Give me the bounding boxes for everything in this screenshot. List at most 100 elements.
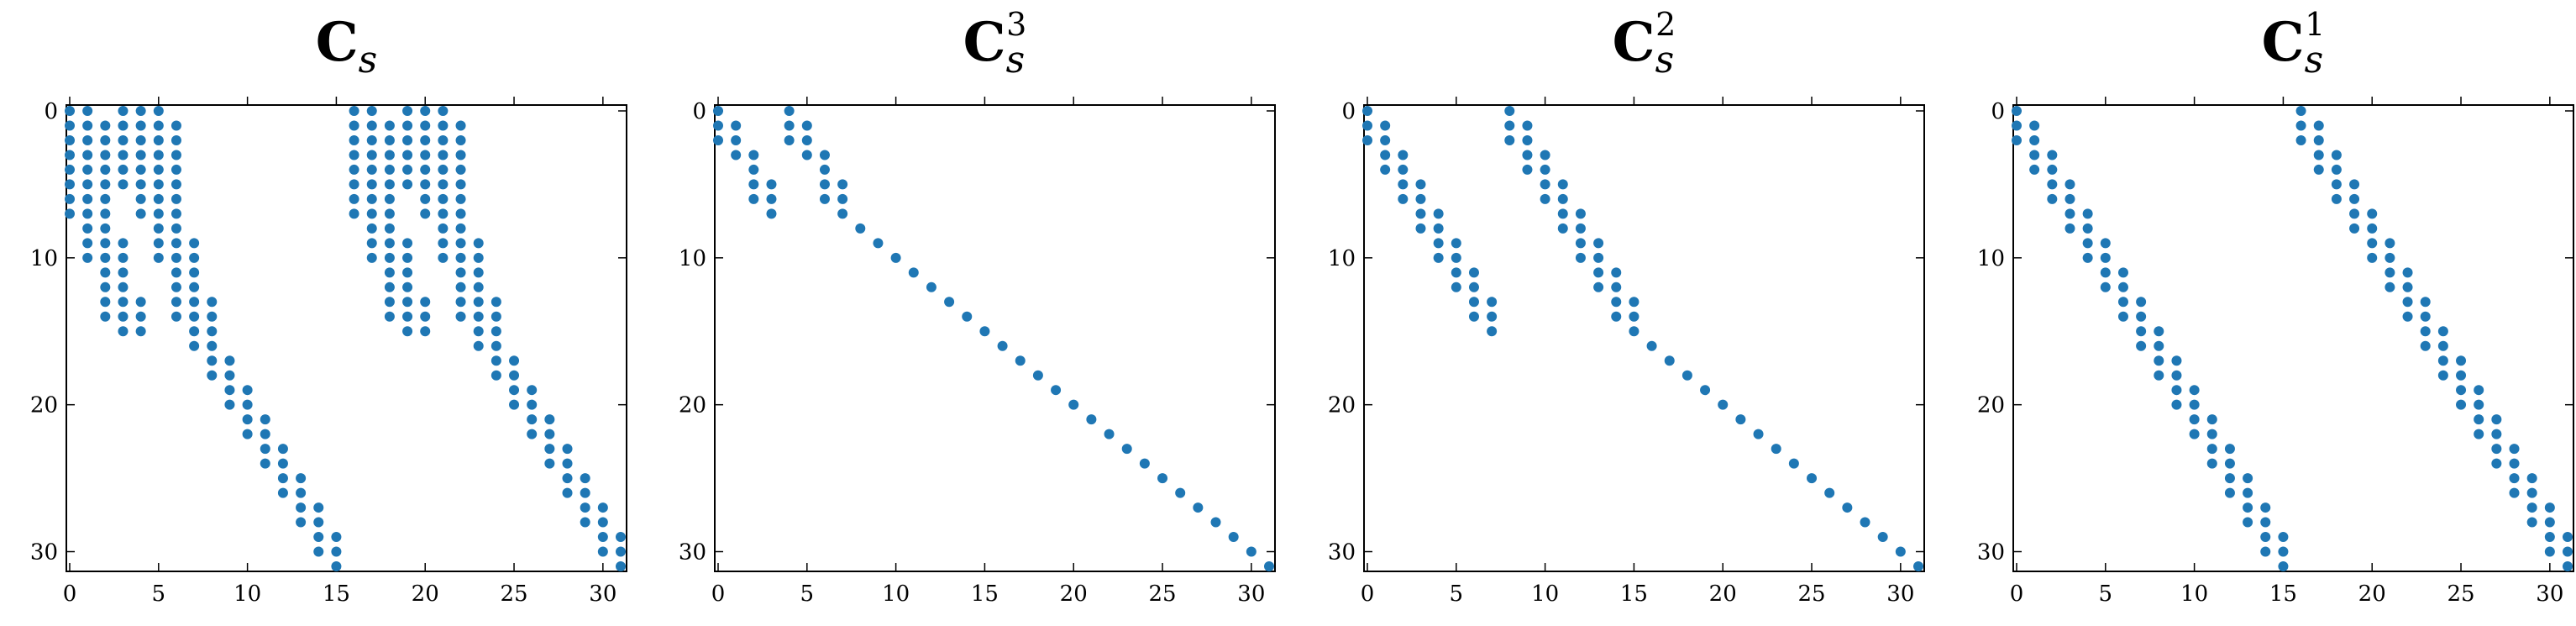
data-point xyxy=(1451,281,1461,292)
x-tick-label: 10 xyxy=(2180,581,2208,607)
data-point xyxy=(1681,370,1692,381)
data-point xyxy=(82,238,93,249)
data-point xyxy=(1380,150,1391,160)
data-point xyxy=(1104,429,1115,439)
data-point xyxy=(2526,487,2537,498)
data-point xyxy=(2349,193,2360,204)
x-tick-label: 0 xyxy=(1361,581,1375,607)
data-point xyxy=(171,252,181,263)
data-point xyxy=(2154,355,2164,366)
data-point xyxy=(1228,532,1239,543)
data-point xyxy=(82,179,93,190)
data-point xyxy=(420,134,431,145)
data-point xyxy=(2224,473,2235,484)
x-tick-label: 0 xyxy=(2010,581,2024,607)
data-point xyxy=(2349,179,2360,190)
data-point xyxy=(100,179,111,190)
data-point xyxy=(2012,120,2022,131)
x-tick-label: 15 xyxy=(2269,581,2297,607)
data-point xyxy=(2047,150,2058,160)
data-point xyxy=(189,326,200,337)
data-point xyxy=(135,311,146,322)
data-point xyxy=(100,164,111,175)
data-point xyxy=(366,120,377,131)
data-point xyxy=(366,179,377,190)
data-point xyxy=(402,311,413,322)
data-point xyxy=(349,134,359,145)
data-point xyxy=(2136,326,2147,337)
data-point xyxy=(2313,120,2324,131)
data-point xyxy=(2563,532,2573,543)
data-point xyxy=(1557,208,1568,219)
data-point xyxy=(2136,340,2147,351)
data-point xyxy=(1735,414,1746,425)
data-point xyxy=(171,281,181,292)
data-point xyxy=(1877,532,1888,543)
data-point xyxy=(819,193,830,204)
data-point xyxy=(65,106,75,116)
data-point xyxy=(2367,252,2378,263)
data-point xyxy=(135,150,146,160)
data-point xyxy=(420,179,431,190)
data-point xyxy=(1824,487,1835,498)
data-point xyxy=(420,106,431,116)
data-point xyxy=(1611,281,1622,292)
plot-frame xyxy=(714,104,1276,572)
data-point xyxy=(2420,326,2431,337)
data-point xyxy=(616,561,626,571)
data-point xyxy=(349,164,359,175)
title-subscript: s xyxy=(359,39,378,82)
data-point xyxy=(242,414,253,425)
data-point xyxy=(420,326,431,337)
data-point xyxy=(2171,355,2182,366)
data-point xyxy=(135,208,146,219)
data-point xyxy=(784,106,795,116)
data-point xyxy=(296,487,307,498)
data-point xyxy=(1807,473,1818,484)
data-point xyxy=(2171,370,2182,381)
data-point xyxy=(2136,311,2147,322)
plot-frame xyxy=(66,104,627,572)
data-point xyxy=(1433,252,1444,263)
data-point xyxy=(2526,473,2537,484)
data-point xyxy=(2278,546,2289,557)
data-point xyxy=(65,150,75,160)
data-point xyxy=(438,120,449,131)
data-point xyxy=(616,532,626,543)
y-tick-label: 20 xyxy=(1977,393,2005,418)
panel-title: Cs1 xyxy=(2262,6,2326,82)
data-point xyxy=(1415,208,1426,219)
x-tick-label: 0 xyxy=(63,581,77,607)
data-point xyxy=(313,546,324,557)
data-point xyxy=(349,150,359,160)
data-point xyxy=(2491,414,2502,425)
data-point xyxy=(153,238,164,249)
data-point xyxy=(491,311,501,322)
data-point xyxy=(118,252,129,263)
data-point xyxy=(1433,223,1444,234)
data-point xyxy=(1451,252,1461,263)
data-point xyxy=(2526,517,2537,528)
data-point xyxy=(135,134,146,145)
data-point xyxy=(1540,150,1550,160)
data-point xyxy=(544,444,555,455)
data-point xyxy=(171,311,181,322)
data-point xyxy=(527,385,538,396)
data-point xyxy=(171,120,181,131)
data-point xyxy=(1842,502,1853,513)
data-point xyxy=(135,193,146,204)
data-point xyxy=(1175,487,1186,498)
data-point xyxy=(1860,517,1870,528)
data-point xyxy=(2526,502,2537,513)
data-point xyxy=(544,429,555,439)
data-point xyxy=(118,134,129,145)
data-point xyxy=(2278,561,2289,571)
data-point xyxy=(1718,399,1729,410)
data-point xyxy=(748,164,759,175)
data-point xyxy=(171,208,181,219)
data-point xyxy=(837,179,848,190)
data-point xyxy=(420,208,431,219)
data-point xyxy=(82,164,93,175)
data-point xyxy=(135,164,146,175)
data-point xyxy=(118,238,129,249)
